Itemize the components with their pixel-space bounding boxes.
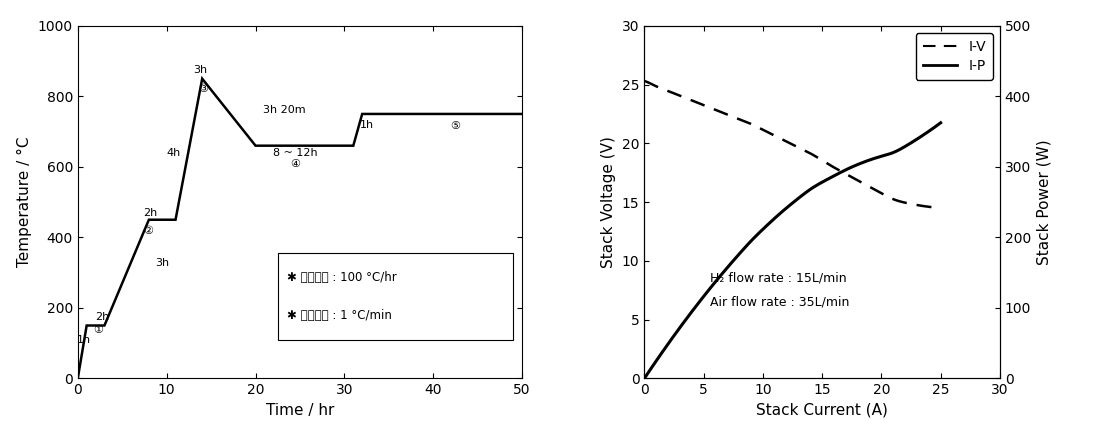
Text: 1h: 1h [77,335,91,344]
Text: H₂ flow rate : 15L/min: H₂ flow rate : 15L/min [710,272,847,285]
Y-axis label: Temperature / °C: Temperature / °C [17,137,32,267]
Text: 3h: 3h [156,258,169,268]
Text: 4h: 4h [167,148,181,158]
Text: Air flow rate : 35L/min: Air flow rate : 35L/min [710,295,849,308]
Text: ①: ① [93,325,103,335]
Text: ⑤: ⑤ [450,121,461,131]
Text: ④: ④ [290,159,301,169]
Y-axis label: Stack Voltage (V): Stack Voltage (V) [601,136,617,268]
Text: 2h: 2h [142,209,157,218]
Y-axis label: Stack Power (W): Stack Power (W) [1037,139,1052,265]
Text: 3h: 3h [193,65,208,75]
FancyBboxPatch shape [278,253,513,340]
Text: ✱ 승온온도 : 100 °C/hr: ✱ 승온온도 : 100 °C/hr [287,271,397,284]
X-axis label: Stack Current (A): Stack Current (A) [757,403,888,418]
Text: ②: ② [143,226,153,236]
Text: 1h: 1h [360,120,373,130]
Text: ③: ③ [198,84,208,94]
Text: 2h: 2h [96,312,110,322]
X-axis label: Time / hr: Time / hr [266,403,334,418]
Legend: I-V, I-P: I-V, I-P [915,33,993,80]
Text: 8 ~ 12h: 8 ~ 12h [273,148,318,158]
Text: ✱ 강온온도 : 1 °C/min: ✱ 강온온도 : 1 °C/min [287,309,391,322]
Text: 3h 20m: 3h 20m [262,105,306,115]
